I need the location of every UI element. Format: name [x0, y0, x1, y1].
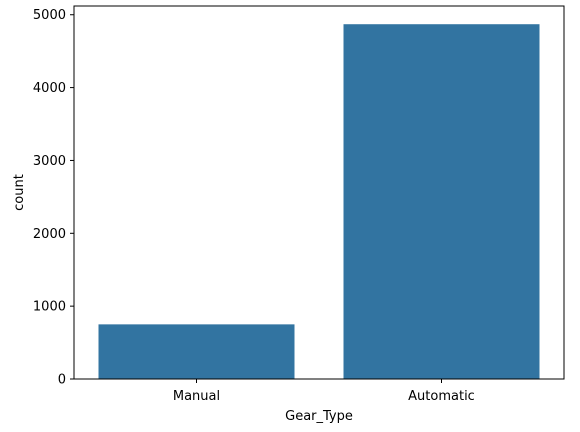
y-tick-label: 3000	[33, 154, 66, 169]
y-axis-ticks: 0 1000 2000 3000 4000 5000	[33, 8, 74, 388]
y-tick-label: 0	[58, 373, 66, 388]
x-axis-label: Gear_Type	[285, 409, 353, 424]
y-axis-label: count	[12, 174, 27, 211]
plot-frame	[73, 5, 565, 380]
bar-automatic	[343, 24, 540, 379]
y-tick-label: 5000	[33, 8, 66, 23]
bar-manual	[98, 324, 295, 379]
y-tick-label: 1000	[33, 300, 66, 315]
x-tick-label: Automatic	[408, 389, 475, 404]
x-axis-ticks: Manual Automatic	[173, 379, 475, 404]
x-tick-label: Manual	[173, 389, 220, 404]
y-tick-label: 2000	[33, 227, 66, 242]
bars-layer	[98, 24, 540, 379]
y-tick-label: 4000	[33, 81, 66, 96]
